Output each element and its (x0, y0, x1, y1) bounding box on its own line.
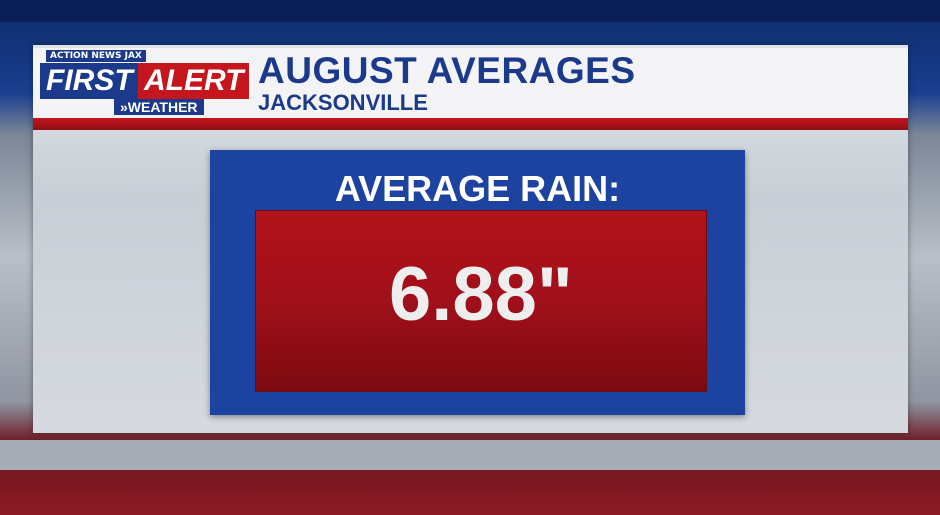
value: 6.88" (389, 252, 573, 337)
subtitle: JACKSONVILLE (258, 90, 428, 115)
title: AUGUST AVERAGES (258, 50, 636, 91)
logo: ACTION NEWS JAX FIRST ALERT »WEATHER (38, 50, 250, 116)
logo-network: ACTION NEWS JAX (46, 50, 146, 62)
logo-first: FIRST (40, 63, 139, 99)
card: AVERAGE RAIN: 6.88" (210, 150, 745, 415)
background-band (0, 0, 940, 22)
header-rule (33, 118, 908, 130)
logo-weather: »WEATHER (114, 99, 204, 115)
logo-alert: ALERT (138, 63, 250, 99)
value-box: 6.88" (255, 210, 707, 392)
card-label: AVERAGE RAIN: (334, 168, 621, 209)
background-band (0, 440, 940, 470)
